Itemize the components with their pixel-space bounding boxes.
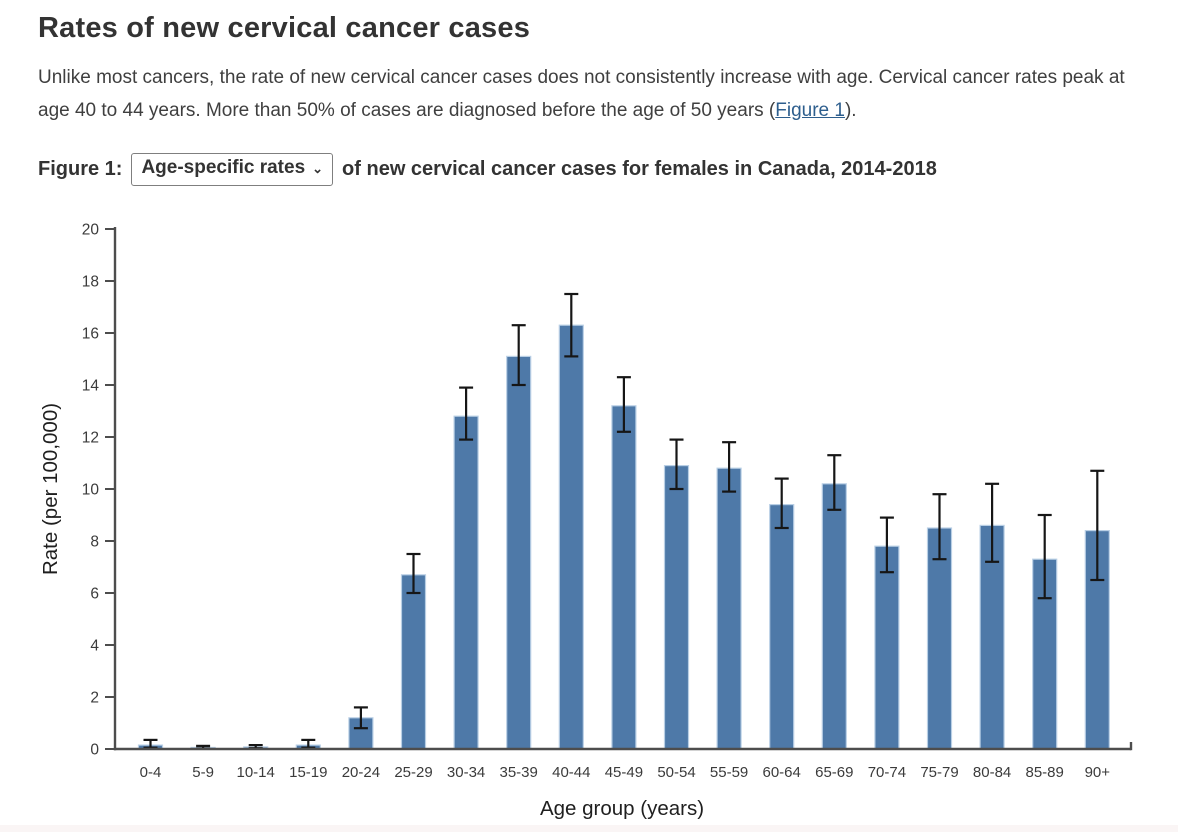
intro-paragraph: Unlike most cancers, the rate of new cer… bbox=[38, 61, 1140, 127]
bar-25-29 bbox=[400, 574, 427, 750]
y-tick-label-6: 6 bbox=[90, 586, 99, 603]
y-tick-label-8: 8 bbox=[90, 534, 99, 551]
x-tick-label-70-74: 70-74 bbox=[868, 764, 906, 781]
bar-60-64 bbox=[769, 504, 795, 750]
bar-45-49 bbox=[611, 405, 637, 750]
chart-error-bars bbox=[143, 292, 1105, 750]
x-tick-label-90+: 90+ bbox=[1085, 764, 1111, 781]
bar-55-59 bbox=[716, 467, 742, 750]
bar-40-44 bbox=[558, 324, 584, 750]
x-tick-label-40-44: 40-44 bbox=[552, 764, 590, 781]
x-tick-label-45-49: 45-49 bbox=[605, 764, 643, 781]
bar-65-69 bbox=[821, 483, 847, 750]
error-bar-35-39 bbox=[511, 324, 526, 387]
x-tick-label-5-9: 5-9 bbox=[192, 764, 214, 781]
x-tick-label-60-64: 60-64 bbox=[763, 764, 801, 781]
error-bar-50-54 bbox=[669, 438, 684, 491]
error-bar-65-69 bbox=[827, 454, 842, 511]
x-axis-title: Age group (years) bbox=[540, 797, 704, 820]
figure-caption-suffix: of new cervical cancer cases for females… bbox=[342, 157, 937, 180]
bar-75-79 bbox=[926, 527, 953, 750]
error-bar-40-44 bbox=[564, 292, 579, 358]
error-bar-30-34 bbox=[459, 386, 474, 441]
figure-caption-prefix: Figure 1: bbox=[38, 157, 123, 180]
y-axis-title: Rate (per 100,000) bbox=[39, 403, 62, 575]
error-bar-60-64 bbox=[774, 477, 789, 530]
x-tick-label-35-39: 35-39 bbox=[500, 764, 538, 781]
error-bar-0-4 bbox=[143, 738, 158, 749]
error-bar-15-19 bbox=[301, 738, 316, 749]
x-tick-label-50-54: 50-54 bbox=[657, 764, 695, 781]
x-tick-label-30-34: 30-34 bbox=[447, 764, 485, 781]
error-bar-90+ bbox=[1090, 469, 1105, 582]
bar-chart-svg: 0-4 5-9 10-14 15-19 20-24 25-29 30-34 35-39 40-4… bbox=[39, 222, 1133, 820]
x-tick-label-65-69: 65-69 bbox=[815, 764, 853, 781]
error-bar-55-59 bbox=[722, 441, 737, 493]
y-tick-label-2: 2 bbox=[90, 690, 99, 707]
error-bar-45-49 bbox=[616, 376, 631, 433]
y-tick-label-10: 10 bbox=[82, 482, 100, 499]
chevron-down-icon: ⌄ bbox=[312, 160, 324, 176]
page-title: Rates of new cervical cancer cases bbox=[38, 12, 531, 44]
figure-type-select-value: Age-specific rates bbox=[141, 157, 306, 179]
bar-50-54 bbox=[663, 465, 690, 750]
intro-text-before: Unlike most cancers, the rate of new cer… bbox=[38, 67, 1125, 122]
bottom-edge-strip bbox=[0, 825, 1178, 832]
bar-30-34 bbox=[453, 415, 479, 750]
x-tick-label-55-59: 55-59 bbox=[710, 764, 748, 781]
bar-35-39 bbox=[506, 355, 532, 750]
figure-type-select[interactable]: Age-specific rates ⌄ bbox=[131, 153, 334, 186]
y-tick-label-0: 0 bbox=[90, 742, 99, 759]
chart-bars bbox=[137, 324, 1110, 750]
chart-tick-labels: 0-4 5-9 10-14 15-19 20-24 25-29 30-34 35-39 40-4… bbox=[82, 222, 1111, 782]
figure-1-link[interactable]: Figure 1 bbox=[775, 100, 845, 122]
y-tick-label-18: 18 bbox=[82, 274, 99, 291]
y-tick-label-12: 12 bbox=[82, 430, 99, 447]
error-bar-85-89 bbox=[1037, 513, 1052, 600]
error-bar-20-24 bbox=[353, 706, 368, 730]
x-tick-label-80-84: 80-84 bbox=[973, 764, 1011, 781]
x-tick-label-15-19: 15-19 bbox=[289, 764, 327, 781]
y-tick-label-16: 16 bbox=[82, 326, 99, 343]
x-tick-label-10-14: 10-14 bbox=[237, 764, 275, 781]
y-tick-label-4: 4 bbox=[90, 638, 99, 655]
error-bar-70-74 bbox=[879, 516, 894, 574]
chart-axes bbox=[105, 227, 1133, 751]
y-tick-label-14: 14 bbox=[82, 378, 100, 395]
error-bar-75-79 bbox=[932, 493, 947, 561]
error-bar-25-29 bbox=[406, 552, 421, 595]
x-tick-label-0-4: 0-4 bbox=[140, 764, 162, 781]
figure-caption: Figure 1: Age-specific rates ⌄ of new ce… bbox=[38, 153, 1140, 186]
main-content: Rates of new cervical cancer cases Unlik… bbox=[0, 0, 1178, 186]
error-bar-80-84 bbox=[985, 482, 1000, 563]
figure1-chart: 0-4 5-9 10-14 15-19 20-24 25-29 30-34 35-39 40-4… bbox=[0, 200, 1178, 832]
bar-70-74 bbox=[874, 545, 900, 750]
x-tick-label-85-89: 85-89 bbox=[1026, 764, 1064, 781]
intro-text-after: ). bbox=[844, 100, 857, 122]
x-tick-label-75-79: 75-79 bbox=[920, 764, 958, 781]
y-tick-label-20: 20 bbox=[82, 222, 100, 239]
x-tick-label-25-29: 25-29 bbox=[394, 764, 432, 781]
x-tick-label-20-24: 20-24 bbox=[342, 764, 380, 781]
